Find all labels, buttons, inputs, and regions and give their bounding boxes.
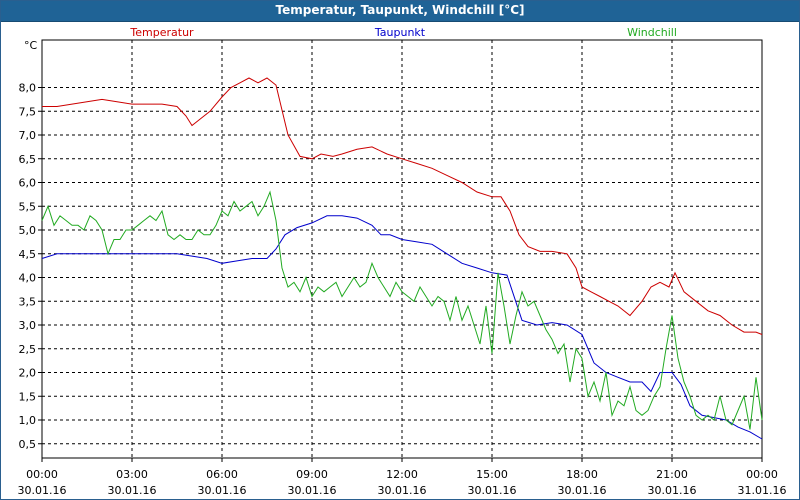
x-tick-time: 18:00 — [566, 468, 598, 481]
x-tick-date: 30.01.16 — [18, 484, 67, 497]
x-tick-date: 30.01.16 — [378, 484, 427, 497]
x-tick-time: 21:00 — [656, 468, 688, 481]
series-lines — [41, 77, 763, 440]
y-tick-label: 7,5 — [19, 105, 37, 118]
x-tick-time: 00:00 — [26, 468, 58, 481]
legend-windchill: Windchill — [627, 26, 677, 39]
y-tick-label: 1,5 — [19, 390, 37, 403]
x-tick-time: 00:00 — [746, 468, 778, 481]
series-line-windchill — [41, 190, 763, 430]
y-tick-label: 7,0 — [19, 129, 37, 142]
y-tick-label: 4,5 — [19, 248, 37, 261]
x-tick-date: 31.01.16 — [738, 484, 787, 497]
legend-taupunkt: Taupunkt — [374, 26, 426, 39]
y-tick-label: 8,0 — [19, 82, 37, 95]
axes: 0,5 1,0 1,5 2,0 2,5 3,0 3,5 4,0 4,5 5,0 5,5 6,0 6,5 7… — [18, 82, 787, 498]
legend-temperatur: Temperatur — [129, 26, 194, 39]
y-tick-label: 6,0 — [19, 177, 37, 190]
y-tick-label: 4,0 — [19, 272, 37, 285]
x-tick-date: 30.01.16 — [468, 484, 517, 497]
grid-lines — [42, 40, 762, 458]
y-tick-label: 0,5 — [19, 438, 37, 451]
y-unit-label: °C — [24, 39, 38, 52]
x-tick-date: 30.01.16 — [558, 484, 607, 497]
x-tick-time: 06:00 — [206, 468, 238, 481]
y-tick-label: 6,5 — [19, 153, 37, 166]
y-tick-label: 3,0 — [19, 319, 37, 332]
x-tick-time: 12:00 — [386, 468, 418, 481]
x-tick-time: 09:00 — [296, 468, 328, 481]
y-tick-label: 5,0 — [19, 224, 37, 237]
y-tick-label: 2,5 — [19, 343, 37, 356]
y-tick-label: 1,0 — [19, 414, 37, 427]
x-tick-date: 30.01.16 — [198, 484, 247, 497]
series-line-taupunkt — [41, 215, 763, 440]
x-tick-date: 30.01.16 — [108, 484, 157, 497]
title-bar: Temperatur, Taupunkt, Windchill [°C] — [1, 1, 799, 22]
x-tick-date: 30.01.16 — [288, 484, 337, 497]
y-tick-label: 5,5 — [19, 200, 37, 213]
x-tick-time: 15:00 — [476, 468, 508, 481]
legend: Temperatur Taupunkt Windchill — [129, 26, 677, 39]
x-tick-time: 03:00 — [116, 468, 148, 481]
series-line-temperatur — [42, 77, 763, 335]
y-tick-label: 2,0 — [19, 367, 37, 380]
x-tick-date: 30.01.16 — [648, 484, 697, 497]
y-tick-label: 3,5 — [19, 295, 37, 308]
chart-title: Temperatur, Taupunkt, Windchill [°C] — [275, 3, 525, 17]
